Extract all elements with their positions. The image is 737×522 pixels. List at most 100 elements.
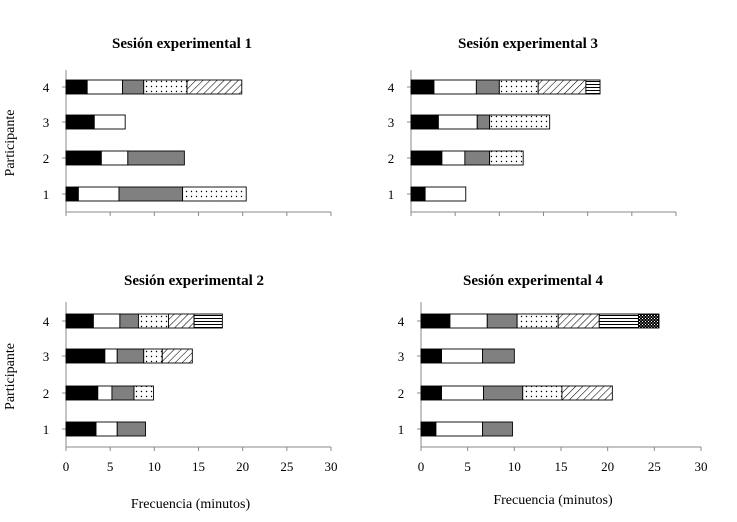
bar-segment-black [65,150,102,166]
bar-segment-dots [489,114,551,130]
bar-segment-dots [516,313,559,329]
bar-segment-white [437,114,478,130]
y-tick-label: 2 [43,151,50,166]
y-tick-label: 1 [388,187,395,202]
bar-segment-dots [182,186,247,202]
bar-segment-black [65,186,79,202]
bar-segment-white [441,348,484,364]
panel-3: Sesión experimental 2 0 5 10 15 20 25 30 1 2 3 4 Par… [3,273,338,512]
bar-segment-white [435,421,484,437]
y-tick-label: 4 [398,314,405,329]
bar-segment-gray [476,114,491,130]
x-tick-label: 20 [601,459,614,474]
y-tick-label: 3 [43,115,50,130]
bar-segment-dots [489,150,524,166]
bar-segment-dots [137,313,169,329]
bar-segment-gray [486,313,518,329]
x-tick-label: 0 [63,459,70,474]
bar-segment-dots [522,385,563,401]
panel-1: Sesión experimental 1 1 2 3 4 Participante [3,36,332,216]
bar-segment-diagonal-hatch [168,313,195,329]
bar-segment-white [441,150,466,166]
bar-segment-black [65,313,94,329]
x-tick-label: 20 [236,459,249,474]
bar-segment-white [449,313,488,329]
y-tick-label: 1 [398,422,405,437]
panel-2: Sesión experimental 3 1 2 3 4 [388,36,677,216]
bar-segment-black [410,79,435,95]
bar-segment-gray [483,385,524,401]
y-tick-label: 2 [388,151,395,166]
bar-segment-black [420,313,451,329]
panel-title: Sesión experimental 4 [463,273,603,289]
bar-segment-checker [638,313,660,329]
bar-segment-gray [116,348,145,364]
x-tick-label: 15 [555,459,568,474]
bar-segment-black [65,421,97,437]
x-tick-label: 0 [418,459,425,474]
y-tick-label: 1 [43,187,50,202]
x-axis-title: Frecuencia (minutos) [493,493,613,508]
bar-segment-dots [143,79,188,95]
bar-segment-white [441,385,484,401]
bar-segment-gray [122,79,145,95]
bar-segment-black [65,348,106,364]
bar-segment-horizontal-lines [598,313,639,329]
y-tick-label: 1 [43,422,50,437]
y-tick-label: 2 [43,386,50,401]
x-tick-label: 25 [280,459,293,474]
bar-segment-black [65,385,99,401]
bar-segment-white [424,186,467,202]
bar-segment-dots [498,79,539,95]
bar-segment-black [420,348,442,364]
bar-segment-black [420,385,442,401]
x-tick-label: 5 [107,459,114,474]
x-axis-title: Frecuencia (minutos) [131,497,251,512]
y-axis-title: Participante [3,110,18,177]
bar-segment-black [65,114,95,130]
bar-segment-gray [464,150,491,166]
bar-segment-gray [111,385,135,401]
bar-segment-black [420,421,437,437]
bar-segment-diagonal-hatch [161,348,193,364]
bar-segment-gray [475,79,500,95]
x-tick-label: 5 [464,459,471,474]
bar-segment-white [104,348,118,364]
bar-segment-white [86,79,123,95]
bar-segment-gray [119,313,139,329]
panel-title: Sesión experimental 3 [458,36,598,52]
y-axis-title: Participante [3,343,18,410]
bar-segment-white [100,150,129,166]
bar-segment-white [93,114,126,130]
x-tick-label: 10 [508,459,521,474]
chart-panels: Sesión experimental 11234ParticipanteSes… [3,36,708,512]
y-tick-label: 4 [43,80,50,95]
bar-segment-gray [482,421,513,437]
panel-title: Sesión experimental 1 [112,36,252,52]
x-tick-label: 30 [695,459,708,474]
y-tick-label: 4 [388,80,395,95]
x-tick-label: 10 [148,459,161,474]
y-tick-label: 3 [398,349,405,364]
bar-segment-black [65,79,88,95]
bar-segment-black [410,114,439,130]
bar-segment-gray [127,150,185,166]
bar-segment-black [410,186,426,202]
x-tick-label: 25 [648,459,661,474]
bar-segment-dots [133,385,154,401]
x-tick-label: 15 [192,459,205,474]
bar-segment-gray [482,348,515,364]
bar-segment-dots [143,348,163,364]
bar-segment-white [97,385,113,401]
panel-4: Sesión experimental 4 0 5 10 15 20 25 30 1 2 3 4 Fre… [398,273,708,508]
bar-segment-white [92,313,121,329]
y-tick-label: 4 [43,314,50,329]
bar-segment-white [433,79,477,95]
bar-segment-diagonal-hatch [561,385,613,401]
bar-segment-diagonal-hatch [186,79,243,95]
y-tick-label: 3 [388,115,395,130]
bar-segment-gray [118,186,184,202]
y-tick-label: 3 [43,349,50,364]
panel-title: Sesión experimental 2 [124,273,264,289]
